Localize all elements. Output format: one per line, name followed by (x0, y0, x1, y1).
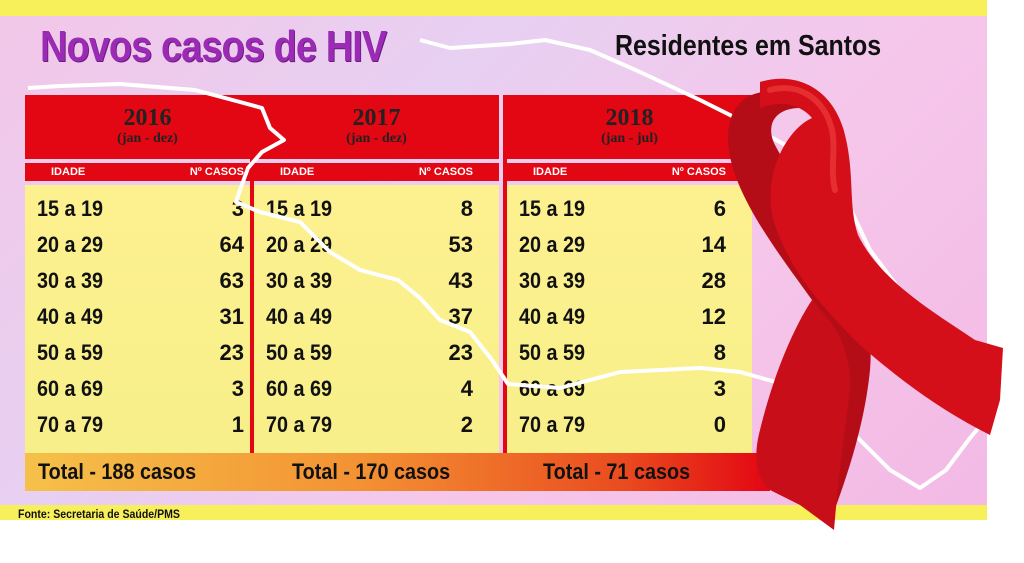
case-count: 8 (460, 196, 473, 221)
age-range: 30 a 39 (519, 268, 586, 293)
panel-period: (jan - dez) (117, 131, 178, 146)
table-row: 50 a 59 23 (254, 335, 499, 371)
column-header-age: IDADE (51, 166, 86, 178)
age-range: 70 a 79 (266, 412, 333, 437)
column-header-row: IDADE Nº CASOS (507, 163, 752, 181)
panel-2017: 2017 (jan - dez) IDADE Nº CASOS 15 a 19 8… (254, 95, 499, 455)
age-range: 20 a 29 (266, 232, 333, 257)
panel-body: 15 a 19 3 20 a 29 64 30 a 39 63 40 a 49 31 5… (25, 185, 270, 453)
column-header-cases: Nº CASOS (418, 166, 473, 178)
case-count: 23 (219, 340, 244, 365)
age-range: 50 a 59 (37, 340, 104, 365)
panel-2016: 2016 (jan - dez) IDADE Nº CASOS 15 a 19 3… (25, 95, 270, 455)
age-range: 40 a 49 (519, 304, 586, 329)
table-row: 30 a 39 43 (254, 263, 499, 299)
age-range: 70 a 79 (37, 412, 104, 437)
age-range: 50 a 59 (519, 340, 586, 365)
table-row: 30 a 39 63 (25, 263, 270, 299)
table-row: 60 a 69 3 (507, 371, 752, 407)
panel-body: 15 a 19 6 20 a 29 14 30 a 39 28 40 a 49 12 5… (507, 185, 752, 453)
case-count: 3 (713, 376, 726, 401)
panel-body: 15 a 19 8 20 a 29 53 30 a 39 43 40 a 49 37 5… (254, 185, 499, 453)
table-row: 30 a 39 28 (507, 263, 752, 299)
panel-year: 2017 (352, 105, 401, 131)
case-count: 14 (701, 232, 726, 257)
table-row: 20 a 29 14 (507, 227, 752, 263)
case-count: 6 (713, 196, 726, 221)
age-range: 30 a 39 (37, 268, 104, 293)
table-row: 70 a 79 1 (25, 407, 270, 443)
table-row: 60 a 69 3 (25, 371, 270, 407)
case-count: 43 (448, 268, 473, 293)
case-count: 8 (713, 340, 726, 365)
case-count: 3 (231, 376, 244, 401)
case-count: 63 (219, 268, 244, 293)
case-count: 31 (219, 304, 244, 329)
table-row: 50 a 59 23 (25, 335, 270, 371)
column-header-row: IDADE Nº CASOS (254, 163, 499, 181)
case-count: 4 (460, 376, 473, 401)
column-header-age: IDADE (533, 166, 568, 178)
age-range: 60 a 69 (266, 376, 333, 401)
case-count: 0 (713, 412, 726, 437)
table-row: 70 a 79 0 (507, 407, 752, 443)
total-2016: Total - 188 casos (38, 459, 197, 484)
column-header-age: IDADE (280, 166, 315, 178)
age-range: 60 a 69 (37, 376, 104, 401)
table-row: 40 a 49 37 (254, 299, 499, 335)
top-yellow-band (0, 0, 987, 16)
table-row: 70 a 79 2 (254, 407, 499, 443)
page-title: Novos casos de HIV (40, 22, 387, 71)
infographic: Novos casos de HIV Residentes em Santos … (0, 0, 987, 520)
source-note: Fonte: Secretaria de Saúde/PMS (18, 507, 180, 520)
panel-period: (jan - dez) (346, 131, 407, 146)
case-count: 64 (219, 232, 244, 257)
panel-2018: 2018 (jan - jul) IDADE Nº CASOS 15 a 19 6… (507, 95, 752, 455)
age-range: 70 a 79 (519, 412, 586, 437)
case-count: 23 (448, 340, 473, 365)
age-range: 40 a 49 (266, 304, 333, 329)
age-range: 15 a 19 (266, 196, 333, 221)
table-row: 20 a 29 64 (25, 227, 270, 263)
age-range: 60 a 69 (519, 376, 586, 401)
age-range: 20 a 29 (37, 232, 104, 257)
case-count: 2 (460, 412, 473, 437)
table-row: 20 a 29 53 (254, 227, 499, 263)
age-range: 40 a 49 (37, 304, 104, 329)
panel-header: 2017 (jan - dez) (254, 95, 499, 159)
panel-period: (jan - jul) (601, 131, 658, 146)
case-count: 12 (701, 304, 726, 329)
case-count: 3 (231, 196, 244, 221)
column-header-row: IDADE Nº CASOS (25, 163, 270, 181)
table-row: 40 a 49 31 (25, 299, 270, 335)
total-2018: Total - 71 casos (543, 459, 691, 484)
table-row: 50 a 59 8 (507, 335, 752, 371)
table-row: 15 a 19 8 (254, 191, 499, 227)
age-range: 15 a 19 (519, 196, 586, 221)
table-row: 40 a 49 12 (507, 299, 752, 335)
panel-header: 2016 (jan - dez) (25, 95, 270, 159)
case-count: 37 (448, 304, 473, 329)
page-subtitle: Residentes em Santos (615, 30, 882, 62)
age-range: 50 a 59 (266, 340, 333, 365)
panel-year: 2016 (123, 105, 172, 131)
table-row: 60 a 69 4 (254, 371, 499, 407)
panel-header: 2018 (jan - jul) (507, 95, 752, 159)
case-count: 28 (701, 268, 726, 293)
table-row: 15 a 19 3 (25, 191, 270, 227)
column-header-cases: Nº CASOS (671, 166, 726, 178)
panel-year: 2018 (605, 105, 654, 131)
total-2017: Total - 170 casos (292, 459, 451, 484)
table-row: 15 a 19 6 (507, 191, 752, 227)
age-range: 20 a 29 (519, 232, 586, 257)
case-count: 1 (231, 412, 244, 437)
case-count: 53 (448, 232, 473, 257)
column-header-cases: Nº CASOS (189, 166, 244, 178)
age-range: 30 a 39 (266, 268, 333, 293)
age-range: 15 a 19 (37, 196, 104, 221)
